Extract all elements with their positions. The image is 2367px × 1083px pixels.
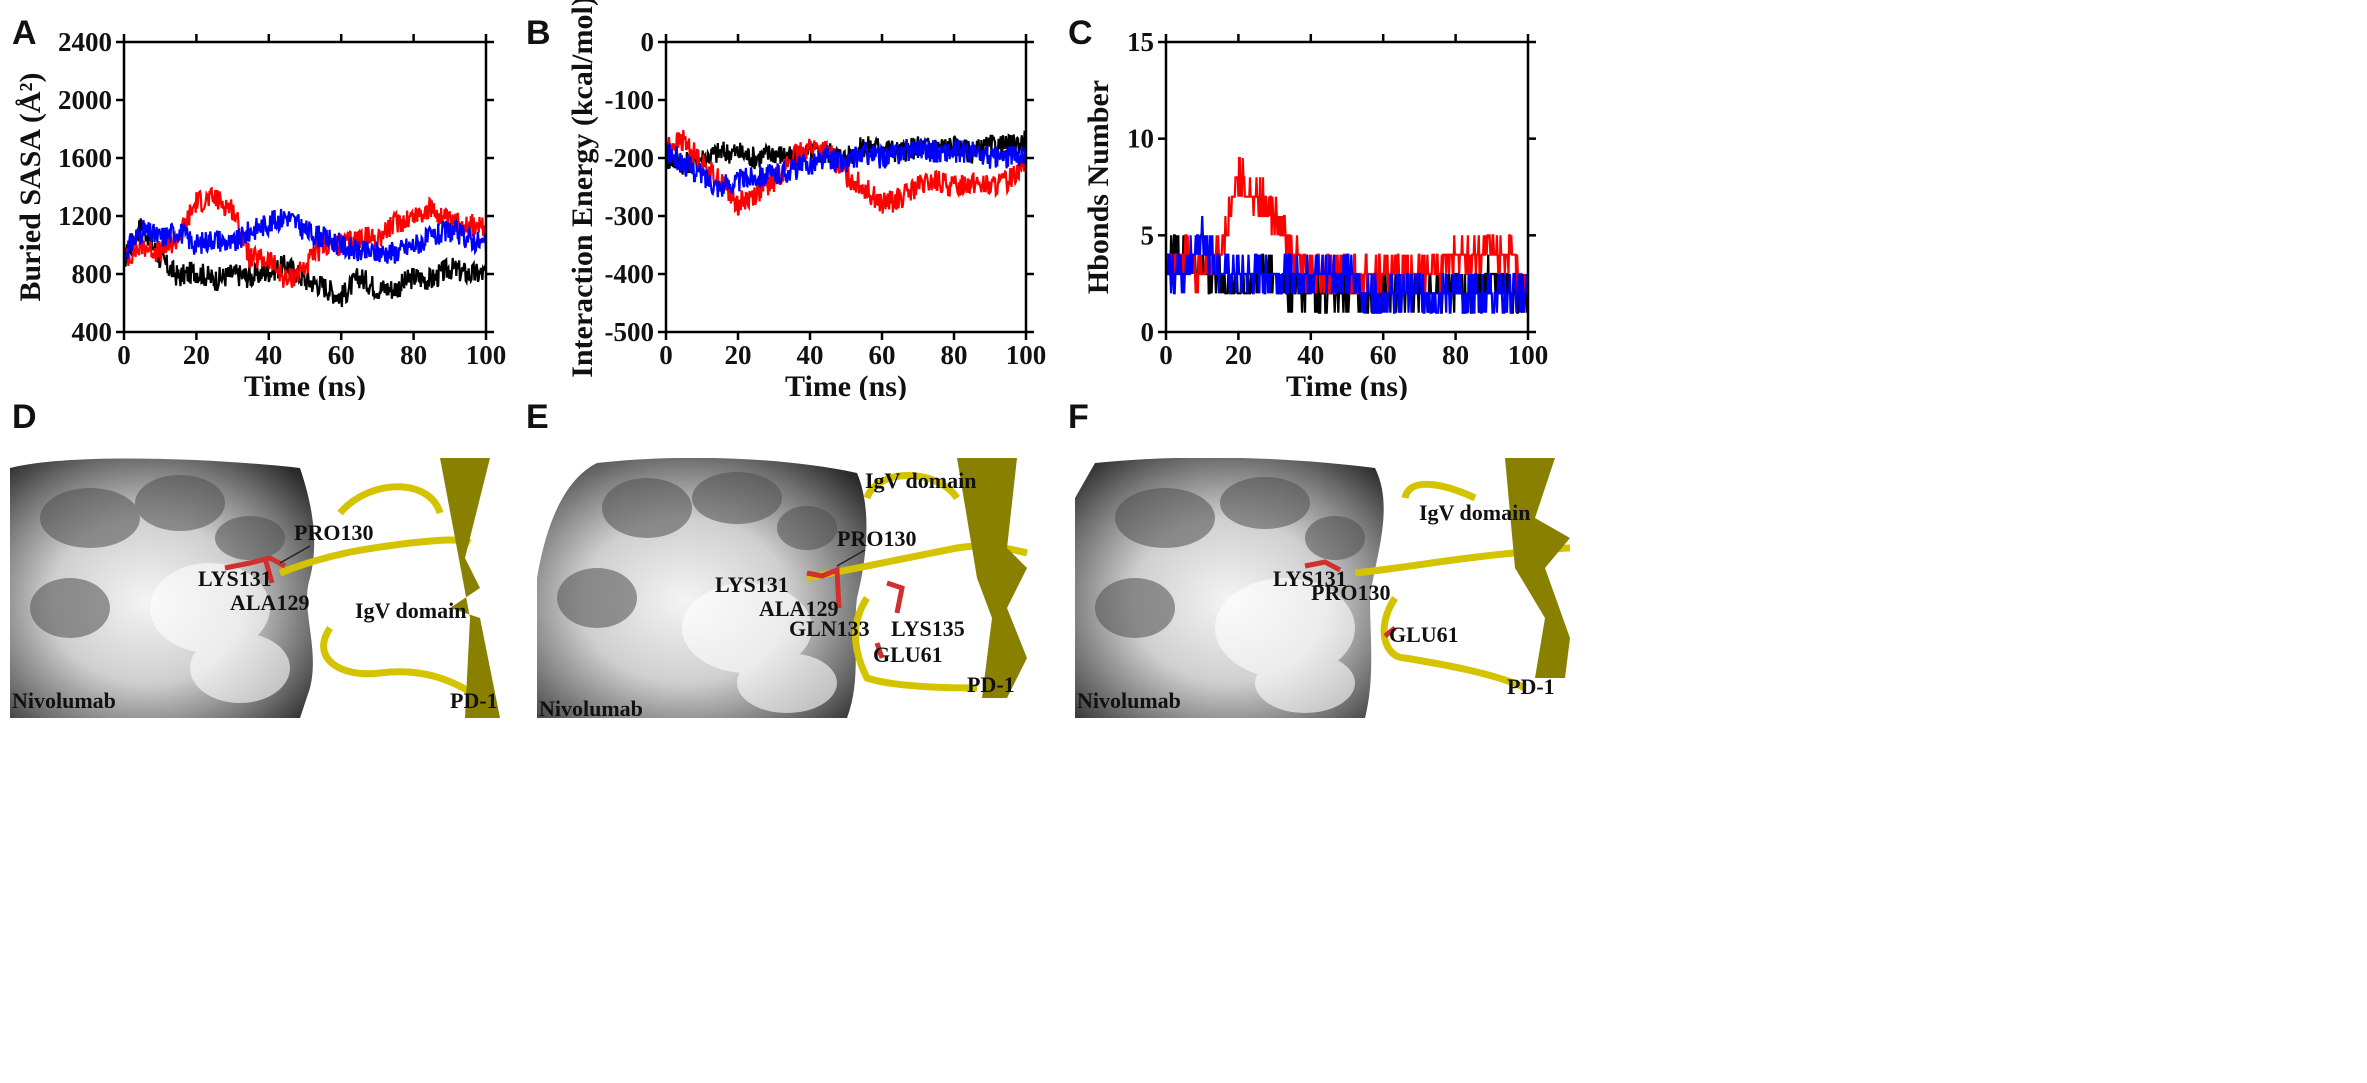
plot-frame [1164,40,1530,334]
x-axis-title: Time (ns) [785,370,907,400]
series-line-blue [124,208,486,264]
label-ala129: ALA129 [759,596,838,621]
y-axis-title: Hbonds Number [1082,80,1115,294]
chart-c-hbonds: 0 20 40 60 80 100 0 5 10 15 Time (ns) Hbonds Number [1082,27,1549,400]
label-pd1: PD-1 [967,672,1015,697]
label-nivolumab: Nivolumab [1077,688,1181,713]
panel-letter-d: D [12,398,37,436]
x-tick-label: 20 [725,340,752,370]
label-nivolumab: Nivolumab [12,688,116,713]
x-tick-label: 100 [466,340,507,370]
label-pd1: PD-1 [1507,674,1555,699]
x-tick-label: 100 [1006,340,1047,370]
y-tick-label: 0 [1141,317,1155,347]
label-pro130: PRO130 [837,526,916,551]
x-tick-label: 100 [1508,340,1549,370]
x-tick-label: 40 [797,340,824,370]
label-lys135: LYS135 [891,616,965,641]
label-igv-domain: IgV domain [1419,500,1530,525]
chart-b-interaction-energy: 0 20 40 60 80 100 -500 -400 -300 -200 -100 0 Time (n… [566,0,1047,400]
y-tick-label: -500 [605,317,655,347]
x-tick-label: 20 [1225,340,1252,370]
label-ala129: ALA129 [230,590,309,615]
label-lys131: LYS131 [715,572,789,597]
x-tick-label: 60 [1370,340,1397,370]
y-tick-label: 10 [1127,124,1154,154]
x-tick-label: 60 [869,340,896,370]
structure-panel-e: IgV domain PRO130 LYS131 ALA129 GLN133 L… [537,458,1037,718]
panel-letter-e: E [526,398,549,436]
chart-a-buried-sasa: 0 20 40 60 80 100 400 800 1200 1600 2000 2400 Time (… [14,27,507,400]
y-tick-label: 800 [72,259,113,289]
ribbon-backbone [278,483,482,701]
x-tick-label: 80 [941,340,968,370]
x-tick-label: 80 [1442,340,1469,370]
label-igv-domain: IgV domain [355,598,466,623]
series-line-black [124,218,486,308]
x-tick-label: 40 [1297,340,1324,370]
y-tick-label: -300 [605,201,655,231]
label-igv-domain: IgV domain [865,468,976,493]
panel-letter-a: A [12,14,37,52]
residue-sticks [1304,559,1397,638]
y-tick-label: 5 [1141,220,1155,250]
x-axis-title: Time (ns) [1286,370,1408,400]
residue-sticks [806,566,905,659]
label-pro130: PRO130 [294,520,373,545]
panel-letter-c: C [1068,14,1093,52]
y-tick-label: -400 [605,259,655,289]
ribbon-strand [440,458,500,718]
series-line-black [666,130,1026,175]
series-line-blue [666,138,1026,198]
surface-shading [1095,477,1365,638]
label-nivolumab: Nivolumab [539,696,643,718]
x-tick-label: 0 [1159,340,1173,370]
label-gln133: GLN133 [789,616,870,641]
label-glu61: GLU61 [873,642,943,667]
label-glu61: GLU61 [1389,622,1459,647]
surface-shading [30,475,285,638]
y-tick-label: 15 [1127,27,1154,57]
y-tick-label: 2400 [58,27,112,57]
label-pd1: PD-1 [450,688,498,713]
y-tick-label: 1600 [58,143,112,173]
y-tick-label: 0 [641,27,655,57]
y-tick-label: 2000 [58,85,112,115]
structure-panel-f: IgV domain LYS131 PRO130 GLU61 Nivolumab… [1075,458,1575,718]
y-tick-label: 1200 [58,201,112,231]
y-tick-label: -100 [605,85,655,115]
x-axis-title: Time (ns) [244,370,366,400]
plot-frame [122,40,488,334]
series-line-blue [1166,215,1528,314]
y-axis-title: Buried SASA (Å²) [14,72,47,301]
y-axis-title: Interaction Energy (kcal/mol) [566,0,599,378]
label-pro130: PRO130 [1311,580,1390,605]
series-line-red [666,130,1026,216]
y-tick-label: 400 [72,317,113,347]
x-tick-label: 0 [117,340,131,370]
y-tick-label: -200 [605,143,655,173]
panel-letter-f: F [1068,398,1089,436]
x-tick-label: 80 [400,340,427,370]
plot-frame [664,40,1028,334]
panel-letter-b: B [526,14,551,52]
structure-panel-d: PRO130 LYS131 ALA129 IgV domain Nivoluma… [10,458,510,718]
ribbon-strand [1505,458,1570,678]
ribbon-strand [957,458,1027,698]
residue-sticks [224,555,287,584]
label-lys131: LYS131 [198,566,272,591]
surface-shading [557,472,837,628]
x-tick-label: 0 [659,340,673,370]
x-tick-label: 20 [183,340,210,370]
x-tick-label: 60 [328,340,355,370]
x-tick-label: 40 [255,340,282,370]
label-lys131: LYS131 [1273,566,1347,591]
